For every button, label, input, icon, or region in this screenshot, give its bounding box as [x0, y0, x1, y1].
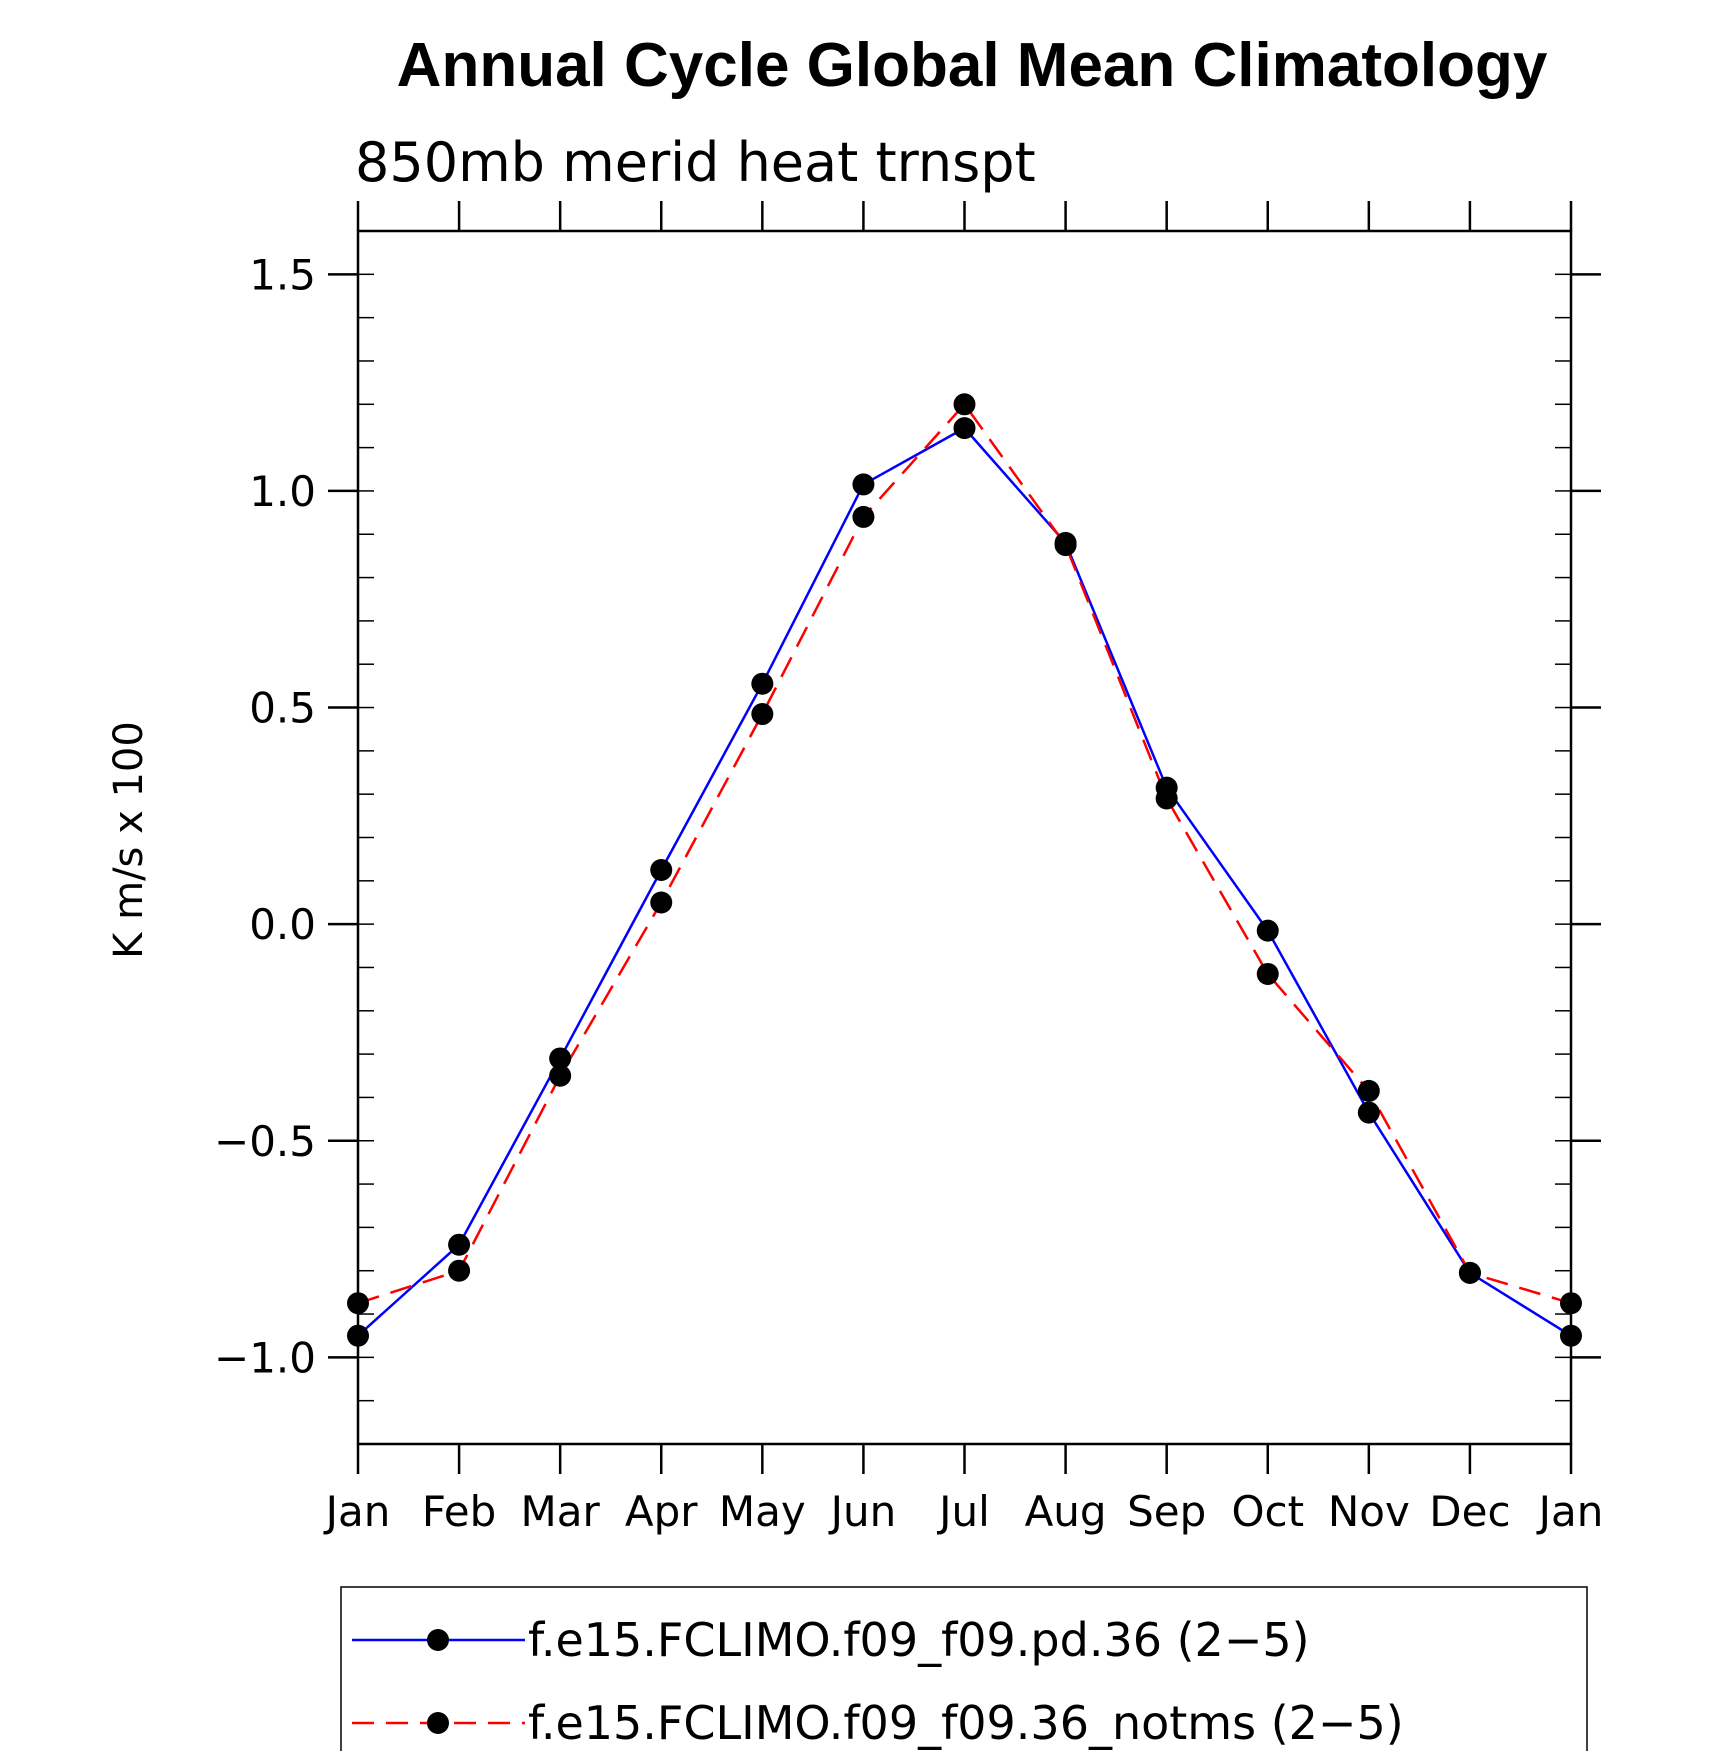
y-tick-label: −1.0 — [214, 1333, 316, 1382]
data-point-series-2 — [448, 1259, 471, 1282]
x-tick-label: Jun — [828, 1487, 897, 1536]
data-point-series-1 — [852, 473, 875, 496]
x-tick-label: Apr — [625, 1487, 698, 1536]
data-point-series-1 — [953, 417, 976, 440]
x-tick-label: Mar — [521, 1487, 601, 1536]
legend-box — [340, 1586, 1588, 1751]
legend-label-2: f.e15.FCLIMO.f09_f09.36_notms (2−5) — [528, 1696, 1404, 1750]
x-tick-label: Oct — [1231, 1487, 1304, 1536]
data-point-series-2 — [1458, 1261, 1481, 1284]
x-tick-label: Aug — [1025, 1487, 1107, 1536]
data-point-series-2 — [1256, 962, 1279, 985]
data-point-series-1 — [448, 1233, 471, 1256]
series-line-1 — [357, 426, 1572, 1337]
data-point-series-2 — [751, 703, 774, 726]
series-line-2 — [357, 402, 1572, 1305]
axis-ticks — [328, 201, 1601, 1474]
data-point-series-1 — [549, 1047, 572, 1070]
y-tick-label: 1.0 — [249, 467, 316, 516]
y-tick-label: 0.5 — [249, 684, 316, 733]
y-axis-label: K m/s x 100 — [106, 721, 152, 959]
chart-title: Annual Cycle Global Mean Climatology — [397, 31, 1548, 100]
legend-marker-1 — [427, 1629, 449, 1651]
x-tick-labels: Jan Feb Mar Apr May Jun Jul Aug Sep Oct Nov Dec Jan — [323, 1487, 1604, 1536]
data-point-series-2 — [1357, 1079, 1380, 1102]
plot-frame — [356, 229, 1573, 1446]
x-tick-label: Feb — [422, 1487, 496, 1536]
x-tick-label: Jan — [1536, 1487, 1604, 1536]
x-tick-label: Jul — [936, 1487, 990, 1536]
y-tick-label: 0.0 — [249, 900, 316, 949]
data-point-series-1 — [1357, 1101, 1380, 1124]
x-tick-label: May — [719, 1487, 806, 1536]
legend-marker-2 — [427, 1712, 449, 1734]
data-point-series-2 — [1155, 787, 1178, 810]
y-tick-label: 1.5 — [249, 250, 316, 299]
data-point-series-2 — [1054, 534, 1077, 557]
series-layer — [347, 393, 1582, 1347]
y-tick-labels: −1.0 −0.5 0.0 0.5 1.0 1.5 — [214, 250, 316, 1382]
data-point-series-1 — [751, 672, 774, 695]
legend-label-1: f.e15.FCLIMO.f09_f09.pd.36 (2−5) — [528, 1613, 1310, 1667]
chart-subtitle: 850mb merid heat trnspt — [355, 131, 1036, 194]
data-point-series-2 — [650, 891, 673, 914]
data-point-series-2 — [549, 1064, 572, 1087]
legend: f.e15.FCLIMO.f09_f09.pd.36 (2−5) f.e15.FC… — [340, 1586, 1588, 1751]
x-tick-label: Nov — [1328, 1487, 1410, 1536]
data-point-series-2 — [852, 505, 875, 528]
x-tick-label: Sep — [1127, 1487, 1206, 1536]
y-tick-label: −0.5 — [214, 1117, 316, 1166]
data-point-series-2 — [953, 393, 976, 416]
x-tick-label: Dec — [1429, 1487, 1510, 1536]
data-point-series-1 — [650, 858, 673, 881]
x-tick-label: Jan — [323, 1487, 391, 1536]
data-point-series-1 — [1256, 919, 1279, 942]
